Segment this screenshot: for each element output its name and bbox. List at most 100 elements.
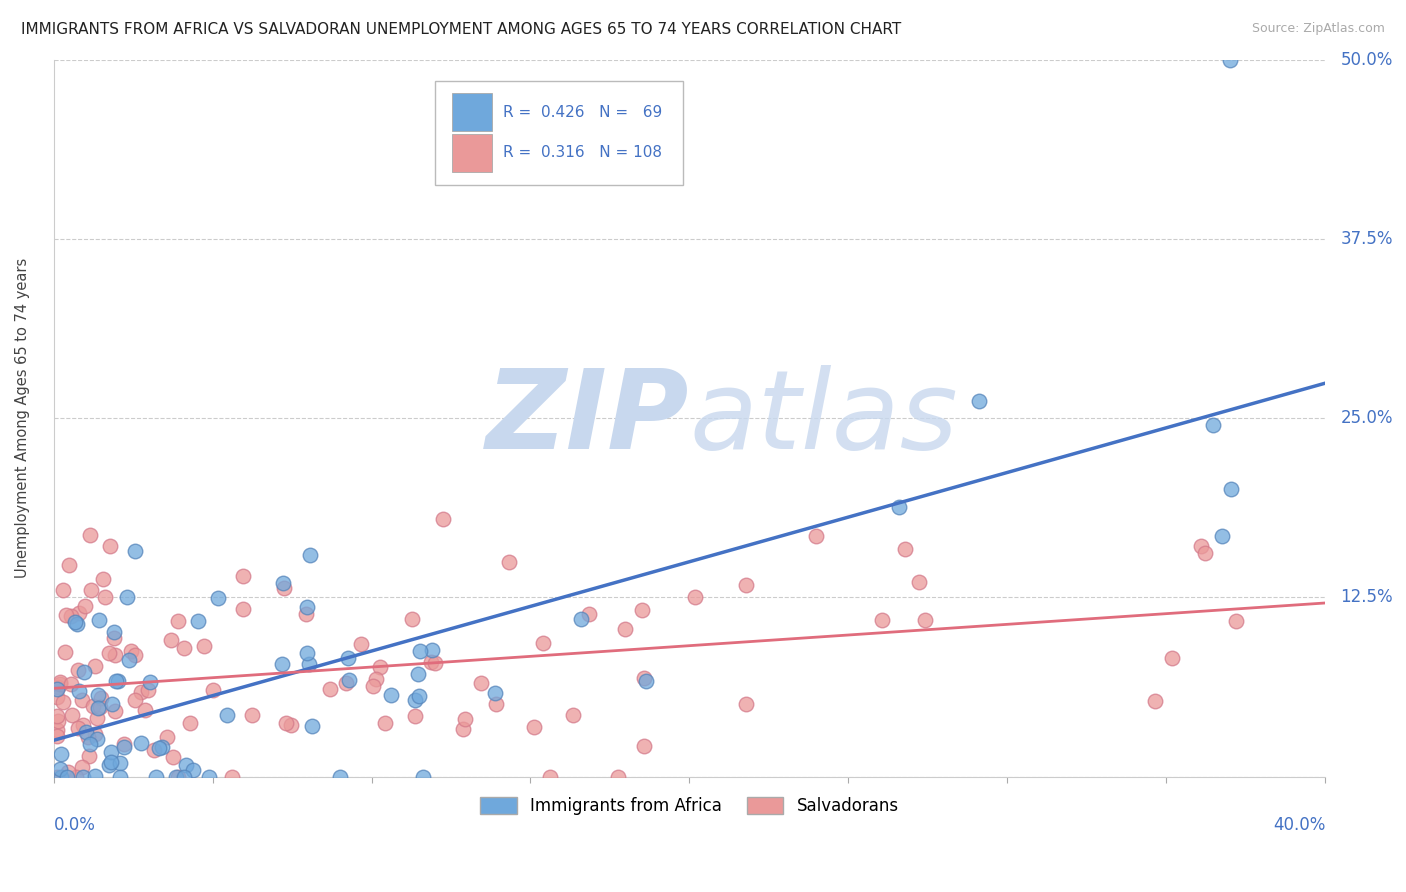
Text: atlas: atlas [689,365,957,472]
Point [318,681,340,696]
Point [173,770,195,784]
Point [79,583,101,598]
Point [129,736,152,750]
Point [112,740,135,755]
Point [198,770,221,784]
Point [72,759,94,773]
Point [914,613,936,627]
Point [271,657,294,671]
Point [104,704,127,718]
Point [337,673,360,687]
Point [364,672,387,686]
Point [45,729,67,743]
Point [46,680,69,694]
Point [98,539,121,553]
Point [454,712,477,726]
Point [179,716,201,731]
Point [124,544,146,558]
Point [173,640,195,655]
Point [59,677,82,691]
Point [295,607,318,621]
Point [112,737,135,751]
Text: R =  0.426   N =   69: R = 0.426 N = 69 [502,104,662,120]
Point [49,677,72,691]
Point [295,646,318,660]
Point [167,614,190,628]
Point [167,770,190,784]
Point [46,714,69,728]
Point [578,607,600,621]
Point [100,745,122,759]
Text: 25.0%: 25.0% [1340,409,1393,427]
Point [55,608,77,623]
Point [162,750,184,764]
Point [90,691,112,706]
Point [174,757,197,772]
Point [908,575,931,590]
Point [207,591,229,606]
Point [75,599,97,613]
Point [103,625,125,640]
Point [118,653,141,667]
Point [561,708,583,723]
Point [82,698,104,713]
Point [633,672,655,686]
Point [86,711,108,725]
Point [124,693,146,707]
Point [1191,540,1213,554]
Point [193,639,215,653]
Point [368,660,391,674]
Point [484,686,506,700]
Point [45,770,67,784]
Text: 50.0%: 50.0% [1340,51,1393,69]
Point [138,674,160,689]
Point [735,578,758,592]
Point [297,600,319,615]
Point [77,731,100,745]
Point [633,739,655,753]
Point [60,609,83,624]
Point [280,718,302,732]
Point [91,572,114,586]
Point [84,769,107,783]
Point [52,695,75,709]
FancyBboxPatch shape [434,81,683,186]
Point [335,676,357,690]
Point [165,770,187,784]
Text: 0.0%: 0.0% [53,816,96,834]
Point [631,603,654,617]
Point [104,673,127,688]
Point [73,665,96,680]
Point [1219,53,1241,67]
Point [53,645,76,659]
Point [380,688,402,702]
Point [83,659,105,673]
Point [221,770,243,784]
Point [636,673,658,688]
Point [299,548,322,562]
Point [202,682,225,697]
Point [349,637,371,651]
Point [894,542,917,557]
Point [1225,614,1247,628]
Point [67,683,90,698]
Point [159,633,181,648]
Point [89,613,111,627]
Point [887,500,910,514]
Point [425,656,447,670]
Point [46,723,69,737]
Point [136,682,159,697]
Point [79,528,101,542]
Point [97,646,120,660]
Point [614,622,637,636]
Point [1144,694,1167,708]
Point [58,558,80,572]
Point [969,394,991,409]
Point [531,636,554,650]
FancyBboxPatch shape [451,94,492,130]
Point [108,770,131,784]
Point [101,697,124,711]
Point [75,725,97,739]
Point [181,763,204,777]
Point [298,657,321,672]
